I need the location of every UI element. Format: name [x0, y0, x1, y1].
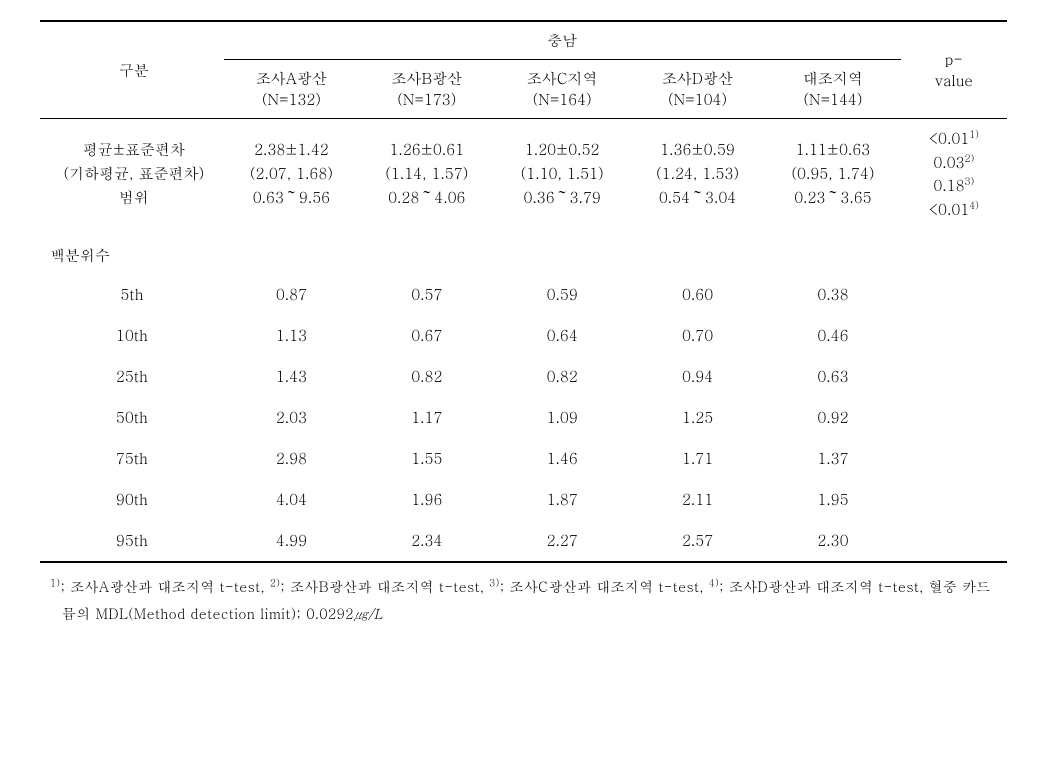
- table-row: 25th 1.43 0.82 0.82 0.94 0.63: [40, 356, 1007, 397]
- header-pvalue: p- value: [901, 21, 1007, 119]
- table-row: 90th 4.04 1.96 1.87 2.11 1.95: [40, 479, 1007, 520]
- pct-val: 4.99: [224, 520, 359, 562]
- header-col-c: 조사C지역 (N=164): [494, 60, 629, 119]
- pct-val: 1.37: [765, 438, 900, 479]
- table-footnote: 1); 조사A광산과 대조지역 t-test, 2); 조사B광산과 대조지역 …: [40, 563, 1007, 626]
- pct-val: 2.11: [630, 479, 765, 520]
- pct-val: 2.27: [494, 520, 629, 562]
- pct-val: 1.71: [630, 438, 765, 479]
- pct-val: 1.96: [359, 479, 494, 520]
- table-row-stats: 평균±표준편차 (기하평균, 표준편차) 범위 2.38±1.42 (2.07,…: [40, 119, 1007, 230]
- header-col-b: 조사B광산 (N=173): [359, 60, 494, 119]
- pct-val: 1.13: [224, 315, 359, 356]
- table-row: 5th 0.87 0.57 0.59 0.60 0.38: [40, 274, 1007, 315]
- pct-val: 1.55: [359, 438, 494, 479]
- pct-val: 1.25: [630, 397, 765, 438]
- header-col-d: 조사D광산 (N=104): [630, 60, 765, 119]
- pct-val: 1.17: [359, 397, 494, 438]
- pct-val: 1.95: [765, 479, 900, 520]
- pct-val: 0.67: [359, 315, 494, 356]
- pvalue-cell: <0.011) 0.032) 0.183) <0.014): [901, 119, 1007, 230]
- stats-a: 2.38±1.42 (2.07, 1.68) 0.63～9.56: [224, 119, 359, 230]
- pct-val: 0.64: [494, 315, 629, 356]
- pct-label: 75th: [40, 438, 224, 479]
- table-row-section: 백분위수: [40, 229, 1007, 274]
- stats-b: 1.26±0.61 (1.14, 1.57) 0.28～4.06: [359, 119, 494, 230]
- pct-val: 0.57: [359, 274, 494, 315]
- pct-val: 0.94: [630, 356, 765, 397]
- pct-val: 0.60: [630, 274, 765, 315]
- pct-val: 1.43: [224, 356, 359, 397]
- pct-val: 2.30: [765, 520, 900, 562]
- pct-val: 2.57: [630, 520, 765, 562]
- pct-val: 0.46: [765, 315, 900, 356]
- pct-val: 2.03: [224, 397, 359, 438]
- pct-label: 90th: [40, 479, 224, 520]
- stats-label: 평균±표준편차 (기하평균, 표준편차) 범위: [40, 119, 224, 230]
- pct-val: 0.82: [359, 356, 494, 397]
- stats-control: 1.11±0.63 (0.95, 1.74) 0.23～3.65: [765, 119, 900, 230]
- header-category: 구분: [40, 21, 224, 119]
- data-table: 구분 충남 p- value 조사A광산 (N=132) 조사B광산 (N=17…: [40, 20, 1007, 563]
- header-region: 충남: [224, 21, 901, 60]
- pct-val: 1.46: [494, 438, 629, 479]
- pct-label: 50th: [40, 397, 224, 438]
- stats-c: 1.20±0.52 (1.10, 1.51) 0.36～3.79: [494, 119, 629, 230]
- pct-val: 1.09: [494, 397, 629, 438]
- pct-val: 0.38: [765, 274, 900, 315]
- pct-label: 25th: [40, 356, 224, 397]
- header-col-a: 조사A광산 (N=132): [224, 60, 359, 119]
- pct-val: 0.92: [765, 397, 900, 438]
- table-row: 95th 4.99 2.34 2.27 2.57 2.30: [40, 520, 1007, 562]
- pct-label: 5th: [40, 274, 224, 315]
- pct-val: 2.34: [359, 520, 494, 562]
- table-row: 75th 2.98 1.55 1.46 1.71 1.37: [40, 438, 1007, 479]
- stats-d: 1.36±0.59 (1.24, 1.53) 0.54～3.04: [630, 119, 765, 230]
- pct-val: 0.87: [224, 274, 359, 315]
- pct-val: 1.87: [494, 479, 629, 520]
- pct-val: 0.82: [494, 356, 629, 397]
- pct-val: 4.04: [224, 479, 359, 520]
- header-col-control: 대조지역 (N=144): [765, 60, 900, 119]
- pct-label: 95th: [40, 520, 224, 562]
- table-row: 10th 1.13 0.67 0.64 0.70 0.46: [40, 315, 1007, 356]
- pct-val: 0.70: [630, 315, 765, 356]
- pct-val: 2.98: [224, 438, 359, 479]
- percentile-section-label: 백분위수: [40, 229, 1007, 274]
- pct-val: 0.63: [765, 356, 900, 397]
- pct-label: 10th: [40, 315, 224, 356]
- table-row: 50th 2.03 1.17 1.09 1.25 0.92: [40, 397, 1007, 438]
- pct-val: 0.59: [494, 274, 629, 315]
